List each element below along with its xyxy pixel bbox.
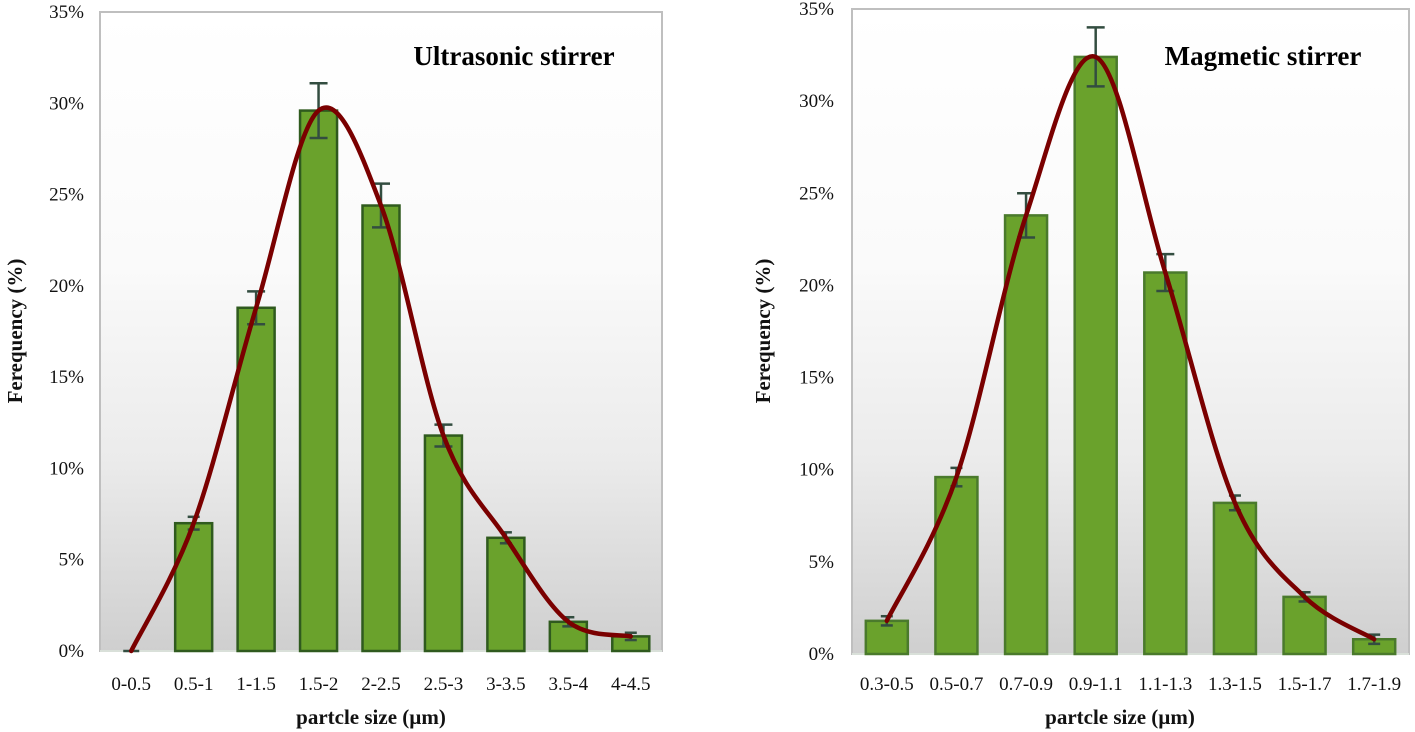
x-tick-label: 0.3-0.5 xyxy=(860,674,914,695)
x-axis-ticks: 0-0.5 0.5-1 1-1.5 1.5-2 2-2.5 2.5-3 3-3.5 3.5-4… xyxy=(111,674,650,695)
y-tick-label: 0% xyxy=(809,644,835,665)
x-axis-title: partcle size (µm) xyxy=(1045,705,1195,729)
x-axis-title: partcle size (µm) xyxy=(296,705,446,729)
bars xyxy=(852,55,1409,656)
x-tick-label: 4-4.5 xyxy=(611,674,651,695)
chart-title: Ultrasonic stirrer xyxy=(413,41,614,71)
y-tick-label: 15% xyxy=(799,368,834,389)
bar xyxy=(1003,214,1049,656)
bars xyxy=(100,109,662,653)
fit-curve xyxy=(128,105,634,654)
bar xyxy=(1143,271,1188,656)
y-tick-label: 35% xyxy=(799,0,834,20)
x-tick-label: 0.9-1.1 xyxy=(1069,674,1123,695)
bar xyxy=(173,521,214,653)
y-axis-ticks: 0% 5% 10% 15% 20% 25% 30% 35% xyxy=(49,2,84,662)
y-axis-title: Ferequency (%) xyxy=(3,259,27,404)
x-tick-label: 1-1.5 xyxy=(236,674,276,695)
bar xyxy=(1212,501,1258,656)
bar xyxy=(1073,55,1118,656)
y-tick-label: 15% xyxy=(49,367,84,388)
x-tick-label: 1.5-1.7 xyxy=(1278,674,1332,695)
x-tick-label: 3.5-4 xyxy=(549,674,589,695)
x-tick-label: 1.7-1.9 xyxy=(1347,674,1401,695)
x-tick-label: 0.7-0.9 xyxy=(999,674,1053,695)
x-tick-label: 2-2.5 xyxy=(361,674,401,695)
x-tick-label: 3-3.5 xyxy=(486,674,526,695)
x-tick-label: 1.1-1.3 xyxy=(1138,674,1192,695)
x-tick-label: 0-0.5 xyxy=(111,674,151,695)
x-tick-label: 1.3-1.5 xyxy=(1208,674,1262,695)
bar xyxy=(934,475,979,656)
x-tick-label: 0.5-0.7 xyxy=(930,674,984,695)
chart-title: Magmetic stirrer xyxy=(1165,41,1362,71)
y-tick-label: 25% xyxy=(799,183,834,204)
y-tick-label: 30% xyxy=(49,93,84,114)
x-axis-ticks: 0.3-0.5 0.5-0.7 0.7-0.9 0.9-1.1 1.1-1.3 1.3-1… xyxy=(860,674,1401,695)
x-tick-label: 2.5-3 xyxy=(424,674,464,695)
bar xyxy=(1282,595,1327,656)
x-tick-label: 0.5-1 xyxy=(174,674,214,695)
y-tick-label: 20% xyxy=(799,275,834,296)
y-tick-label: 5% xyxy=(59,550,85,571)
y-tick-label: 25% xyxy=(49,185,84,206)
bar xyxy=(361,204,401,653)
y-tick-label: 10% xyxy=(49,458,84,479)
y-tick-label: 5% xyxy=(809,552,835,573)
y-tick-label: 30% xyxy=(799,91,834,112)
y-axis-title: Ferequency (%) xyxy=(751,259,775,404)
y-tick-label: 20% xyxy=(49,276,84,297)
y-tick-label: 35% xyxy=(49,2,84,23)
fit-curve xyxy=(884,54,1377,642)
y-axis-ticks: 0% 5% 10% 15% 20% 25% 30% 35% xyxy=(799,0,834,665)
y-tick-label: 0% xyxy=(59,641,85,662)
magnetic-chart: 0% 5% 10% 15% 20% 25% 30% 35% 0.3-0.5 0.5-0.7 0.7… xyxy=(751,0,1410,729)
x-tick-label: 1.5-2 xyxy=(299,674,339,695)
ultrasonic-chart: 0% 5% 10% 15% 20% 25% 30% 35% 0-0.5 0.5-1 1-1.5 1.… xyxy=(3,2,663,729)
bar xyxy=(298,109,339,653)
y-tick-label: 10% xyxy=(799,460,834,481)
bar xyxy=(423,434,464,653)
